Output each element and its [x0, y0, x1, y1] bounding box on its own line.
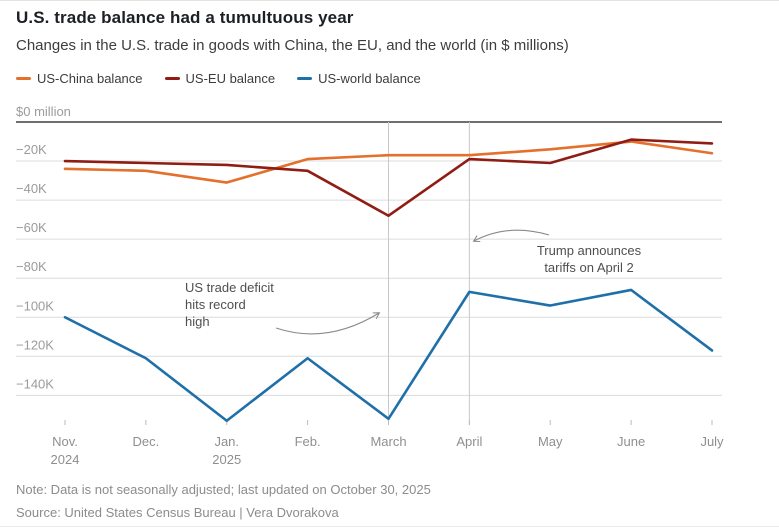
- chart-subtitle: Changes in the U.S. trade in goods with …: [16, 37, 569, 54]
- x-tick-label: 2024: [51, 452, 80, 467]
- series-layer: [63, 138, 714, 423]
- y-tick-label: −60K: [16, 220, 47, 235]
- x-tick-label: June: [617, 434, 645, 449]
- legend-item-us-china: US-China balance: [16, 71, 143, 86]
- x-tick-label: March: [370, 434, 406, 449]
- legend-label-us-china: US-China balance: [37, 71, 143, 86]
- series-line-us-china-balance: [63, 140, 714, 184]
- x-tick-label: May: [538, 434, 563, 449]
- y-tick-label: −80K: [16, 259, 47, 274]
- us-china-line-swatch-icon: [16, 77, 31, 80]
- x-tick-label: April: [456, 434, 482, 449]
- chart-legend: US-China balance US-EU balance US-world …: [16, 71, 421, 86]
- x-tick-label: Jan.: [214, 434, 239, 449]
- y-tick-label: −120K: [16, 337, 54, 352]
- us-eu-line-swatch-icon: [164, 77, 180, 80]
- annotation-arrow-tariffs: [472, 229, 550, 243]
- annotation-record-deficit: US trade deficit hits record high: [185, 280, 274, 329]
- chart-source: Source: United States Census Bureau | Ve…: [16, 505, 339, 520]
- y-tick-label: −140K: [16, 376, 54, 391]
- chart-note: Note: Data is not seasonally adjusted; l…: [16, 482, 431, 497]
- legend-item-us-world: US-world balance: [297, 71, 421, 86]
- series-line-us-eu-balance: [63, 138, 714, 218]
- us-world-line-swatch-icon: [297, 77, 313, 80]
- y-tick-label: −100K: [16, 298, 54, 313]
- y-axis-top-label: $0 million: [16, 104, 71, 119]
- x-tick-label: July: [700, 434, 724, 449]
- arrow-layer: [275, 229, 550, 335]
- annotation-tariffs-april: Trump announces tariffs on April 2: [536, 243, 642, 275]
- x-tick-label: 2025: [212, 452, 241, 467]
- y-tick-label: −20K: [16, 142, 47, 157]
- x-tick-label: Dec.: [133, 434, 160, 449]
- x-tick-label: Nov.: [52, 434, 78, 449]
- legend-item-us-eu: US-EU balance: [164, 71, 276, 86]
- legend-label-us-eu: US-EU balance: [185, 71, 276, 86]
- axis-layer: −20K −40K −60K −80K −100K −120K −140K $0 millio…: [16, 104, 724, 467]
- x-tick-label: Feb.: [295, 434, 321, 449]
- chart-title: U.S. trade balance had a tumultuous year: [16, 8, 354, 27]
- y-tick-label: −40K: [16, 181, 47, 196]
- series-line-us-world-balance: [63, 288, 714, 423]
- legend-label-us-world: US-world balance: [318, 71, 421, 86]
